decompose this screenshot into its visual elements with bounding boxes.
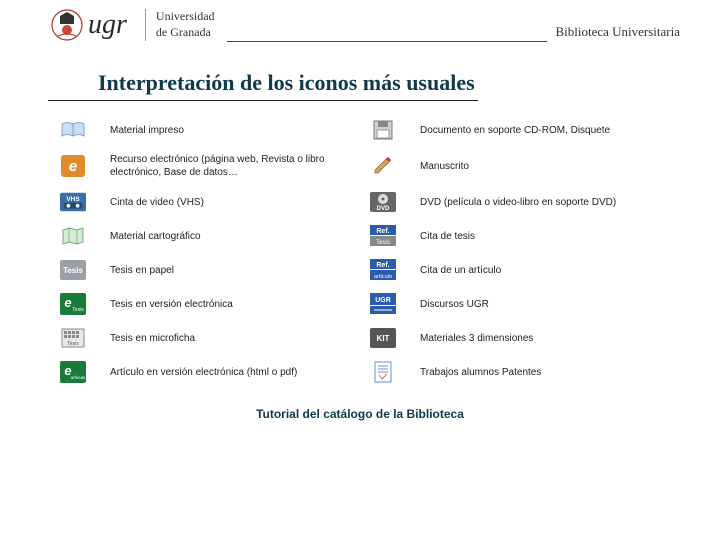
legend-label: Cita de un artículo <box>420 264 670 277</box>
ugr-badge-icon: UGR <box>370 293 396 315</box>
svg-text:VHS: VHS <box>66 196 80 203</box>
microfiche-icon: Tesis <box>60 327 86 349</box>
footer-text: Tutorial del catálogo de la Biblioteca <box>0 407 720 421</box>
legend-label: Tesis en versión electrónica <box>110 298 360 311</box>
svg-text:e: e <box>64 295 71 310</box>
pen-icon <box>370 155 396 177</box>
page-title: Interpretación de los iconos más usuales <box>48 42 478 101</box>
header-left: ugr Universidad de Granada <box>50 8 215 42</box>
university-name: Universidad de Granada <box>145 9 215 40</box>
map-icon <box>60 225 86 247</box>
dvd-badge-icon: DVD <box>370 191 396 213</box>
svg-text:artículo: artículo <box>374 274 392 280</box>
svg-text:artículo: artículo <box>71 375 86 380</box>
legend-label: Material impreso <box>110 124 360 137</box>
legend-label: Cita de tesis <box>420 230 670 243</box>
legend-label: Tesis en microficha <box>110 332 360 345</box>
e-tesis-badge-icon: eTesis <box>60 293 86 315</box>
svg-text:e: e <box>69 158 77 175</box>
legend-label: Tesis en papel <box>110 264 360 277</box>
legend-label: Documento en soporte CD-ROM, Disquete <box>420 124 670 137</box>
svg-text:DVD: DVD <box>377 206 390 212</box>
svg-text:Tesis: Tesis <box>376 240 390 246</box>
legend-label: Discursos UGR <box>420 298 670 311</box>
university-line2: de Granada <box>156 25 215 41</box>
legend-label: Materiales 3 dimensiones <box>420 332 670 345</box>
biblioteca-label: Biblioteca Universitaria <box>555 24 680 42</box>
header: ugr Universidad de Granada Biblioteca Un… <box>0 0 720 42</box>
svg-text:Ref.: Ref. <box>376 262 389 269</box>
kit-badge-icon: KIT <box>370 327 396 349</box>
ugr-wordmark: ugr <box>88 9 127 41</box>
university-line1: Universidad <box>156 9 215 25</box>
ugr-logo: ugr <box>50 8 127 42</box>
tesis-badge-icon: Tesis <box>60 259 86 281</box>
legend-label: Recurso electrónico (página web, Revista… <box>110 153 360 179</box>
icon-legend-grid: Material impreso Documento en soporte CD… <box>0 119 720 383</box>
legend-label: Trabajos alumnos Patentes <box>420 366 670 379</box>
svg-text:UGR: UGR <box>375 297 391 304</box>
ref-articulo-badge-icon: Ref. artículo <box>370 259 396 281</box>
svg-text:Tesis: Tesis <box>63 266 83 275</box>
ref-tesis-badge-icon: Ref. Tesis <box>370 225 396 247</box>
e-articulo-badge-icon: eartículo <box>60 361 86 383</box>
legend-label: Artículo en versión electrónica (html o … <box>110 366 360 379</box>
svg-text:Ref.: Ref. <box>376 228 389 235</box>
legend-label: Material cartográfico <box>110 230 360 243</box>
header-rule <box>227 41 548 42</box>
legend-label: Manuscrito <box>420 160 670 173</box>
svg-text:KIT: KIT <box>377 334 390 343</box>
book-open-icon <box>60 119 86 141</box>
legend-label: DVD (película o video-libro en soporte D… <box>420 196 670 209</box>
svg-text:Tesis: Tesis <box>72 307 84 313</box>
legend-label: Cinta de video (VHS) <box>110 196 360 209</box>
floppy-icon <box>370 119 396 141</box>
vhs-badge-icon: VHS <box>60 191 86 213</box>
svg-text:Tesis: Tesis <box>67 341 79 347</box>
e-badge-icon: e <box>60 155 86 177</box>
doc-outline-icon <box>370 361 396 383</box>
